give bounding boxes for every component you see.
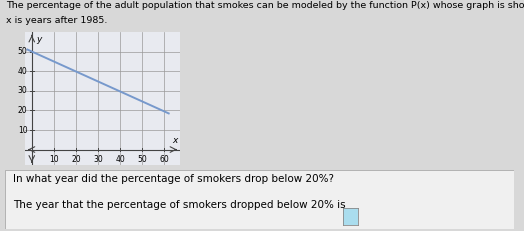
Text: y: y: [36, 35, 41, 44]
Text: 60: 60: [159, 155, 169, 164]
Text: 30: 30: [18, 86, 27, 95]
Text: 20: 20: [18, 106, 27, 115]
Text: The year that the percentage of smokers dropped below 20% is: The year that the percentage of smokers …: [13, 200, 346, 210]
Text: 50: 50: [137, 155, 147, 164]
Text: 40: 40: [115, 155, 125, 164]
Text: 30: 30: [93, 155, 103, 164]
Text: 10: 10: [49, 155, 59, 164]
Text: The percentage of the adult population that smokes can be modeled by the functio: The percentage of the adult population t…: [6, 1, 524, 10]
Text: x is years after 1985.: x is years after 1985.: [6, 16, 107, 25]
Text: 20: 20: [71, 155, 81, 164]
Text: In what year did the percentage of smokers drop below 20%?: In what year did the percentage of smoke…: [13, 174, 334, 184]
FancyBboxPatch shape: [5, 170, 514, 229]
Text: 40: 40: [18, 67, 27, 76]
Text: 50: 50: [18, 47, 27, 56]
Text: x: x: [172, 136, 178, 145]
Text: 10: 10: [18, 125, 27, 134]
